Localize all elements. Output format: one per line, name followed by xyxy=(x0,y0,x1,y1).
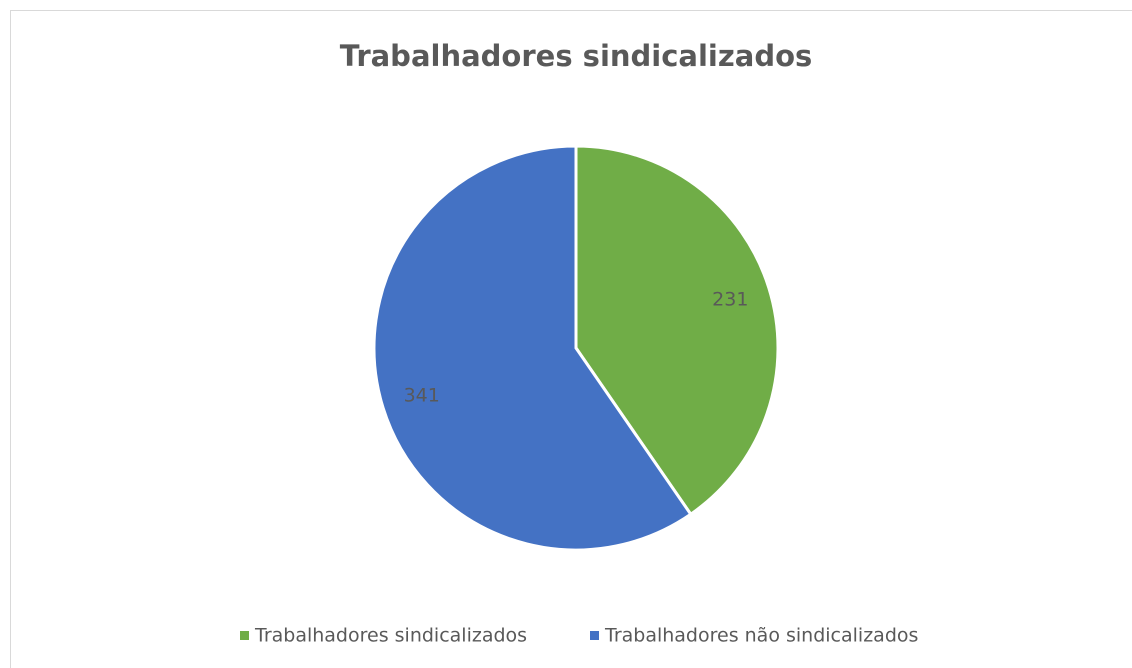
legend-swatch xyxy=(240,631,249,640)
legend-label: Trabalhadores não sindicalizados xyxy=(604,625,918,647)
data-label: 231 xyxy=(712,288,748,310)
chart-title: Trabalhadores sindicalizados xyxy=(340,39,813,73)
legend-swatch xyxy=(590,631,599,640)
data-label: 341 xyxy=(404,385,440,407)
legend-label: Trabalhadores sindicalizados xyxy=(254,625,527,647)
pie-slice xyxy=(372,144,693,552)
pie-slice xyxy=(574,144,780,517)
